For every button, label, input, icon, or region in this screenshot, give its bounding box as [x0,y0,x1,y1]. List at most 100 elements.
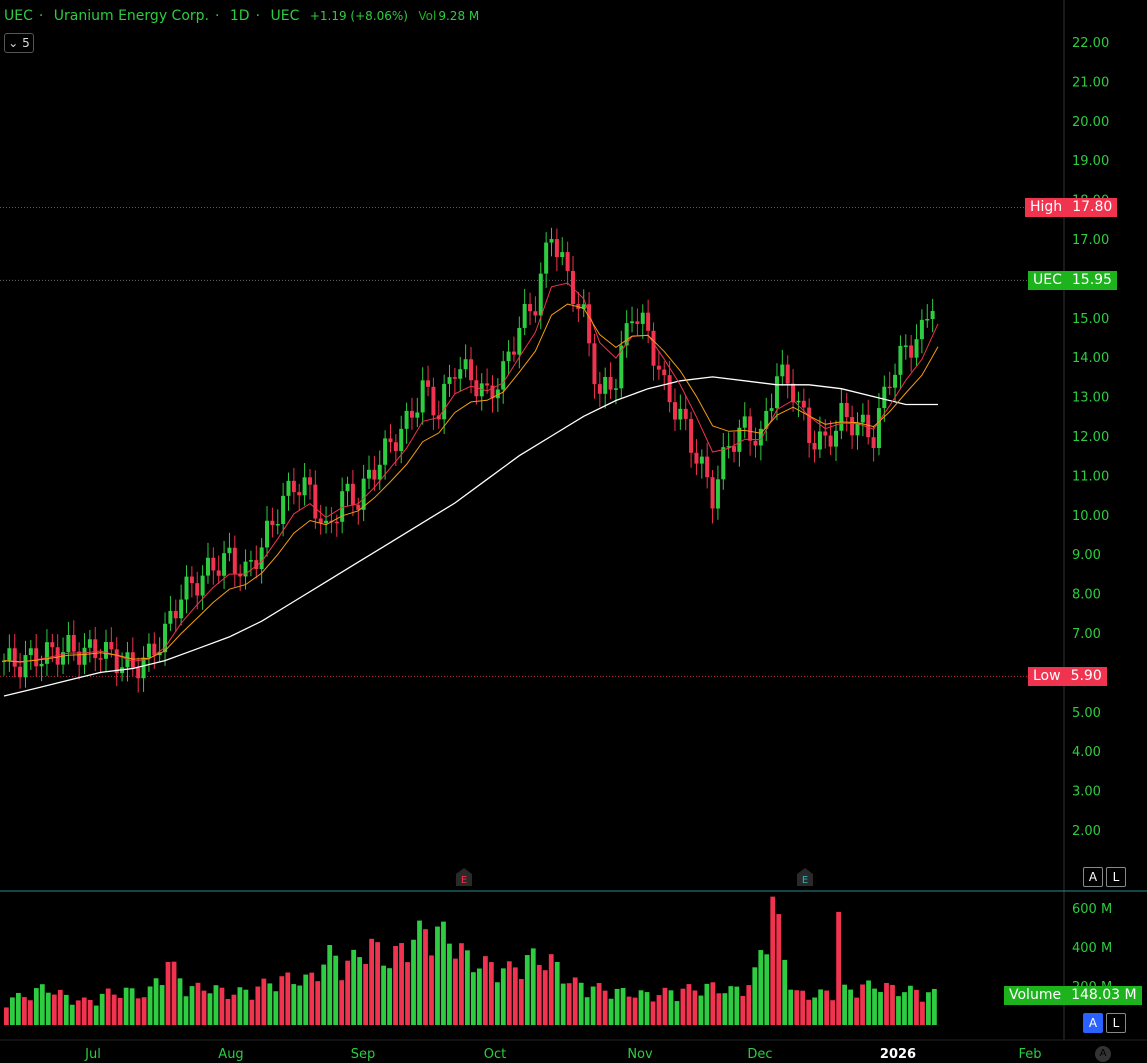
candle-body [205,557,210,576]
candle-body [168,610,173,624]
volume-bar [788,989,794,1025]
candle-body [587,304,592,344]
volume-bar [512,967,518,1025]
volume-bar [932,988,937,1025]
volume-bar [878,992,883,1025]
volume-bar [393,945,398,1025]
candle-body [232,547,237,574]
volume-log-scale-button[interactable]: L [1106,1013,1126,1033]
price-tick-label: 14.00 [1072,351,1109,366]
candle-body [184,576,189,600]
volume-bar [734,986,740,1025]
volume-bar [872,988,877,1025]
volume-bar [435,926,440,1025]
candle-body [823,431,828,436]
candle-body [2,660,6,663]
candle-body [141,657,146,679]
volume-bar [794,990,800,1025]
volume-bar [782,959,788,1025]
volume-bar [15,992,21,1025]
candle-body [98,658,103,660]
time-axis-label: Oct [484,1047,506,1062]
volume-bar [824,990,830,1025]
candle-body [834,430,839,447]
candle-body [71,634,76,652]
candle-body [404,410,409,429]
candle-body [495,389,500,399]
candle-body [646,312,651,331]
candle-body [420,380,425,413]
candle-body [871,437,876,449]
price-tick-label: 13.00 [1072,391,1109,406]
volume-bar [291,984,297,1025]
high-value: 17.80 [1072,199,1113,215]
auto-scale-button[interactable]: A [1083,867,1103,887]
candle-body [882,386,887,409]
candle-body [211,557,216,571]
candle-body [898,345,903,375]
candle-body [753,440,758,446]
volume-bar [716,993,722,1025]
header-interval[interactable]: 1D [229,8,250,24]
candle-body [409,410,414,418]
settings-circle-icon[interactable]: A [1095,1046,1111,1062]
candle-body [61,652,66,665]
volume-bar [524,955,530,1025]
candle-body [855,422,860,436]
candle-body [624,323,629,346]
candle-body [662,369,667,376]
candle-body [785,364,790,384]
candle-body [179,599,184,619]
candle-body [77,651,82,665]
candle-body [452,377,457,379]
candle-body [340,491,345,522]
volume-bar [93,1005,99,1025]
volume-bar [69,1004,75,1025]
candle-body [356,504,361,510]
candle-body [613,388,618,390]
last-label: UEC [1033,272,1062,288]
volume-bar [297,985,303,1025]
candle-body [769,408,774,411]
candle-body [50,642,55,648]
volume-bar [345,960,351,1025]
log-scale-button[interactable]: L [1106,867,1126,887]
volume-bar [722,993,728,1025]
candle-body [570,270,575,305]
candle-body [146,643,151,658]
volume-bar [87,1000,93,1025]
candle-body [560,252,565,258]
candle-body [699,456,704,464]
volume-bar [351,949,357,1025]
candle-body [82,647,87,665]
ma-long-line [3,376,938,697]
candle-body [742,416,747,428]
candle-body [324,520,329,524]
price-tick-label: 17.00 [1072,233,1109,248]
candle-body [608,377,613,390]
candle-body [152,643,157,656]
volume-bar [63,994,69,1025]
volume-bar [902,992,907,1025]
candle-body [517,327,522,355]
volume-bar [842,984,847,1025]
volume-bar [231,994,237,1025]
candle-body [678,408,683,420]
candle-body [565,252,570,271]
candle-body [485,383,490,386]
volume-auto-scale-button[interactable]: A [1083,1013,1103,1033]
candle-body [554,239,559,258]
volume-bar [626,996,632,1025]
candle-body [549,239,554,243]
candle-body [248,560,253,562]
volume-bar [926,992,931,1025]
candle-body [114,649,119,674]
volume-bar [746,985,752,1025]
candle-body [694,452,699,464]
candle-body [109,642,114,650]
indicator-toggle-button[interactable]: ⌄ 5 [4,33,34,53]
price-tick-label: 2.00 [1072,824,1101,839]
candle-body [581,304,586,309]
candle-body [758,428,763,446]
